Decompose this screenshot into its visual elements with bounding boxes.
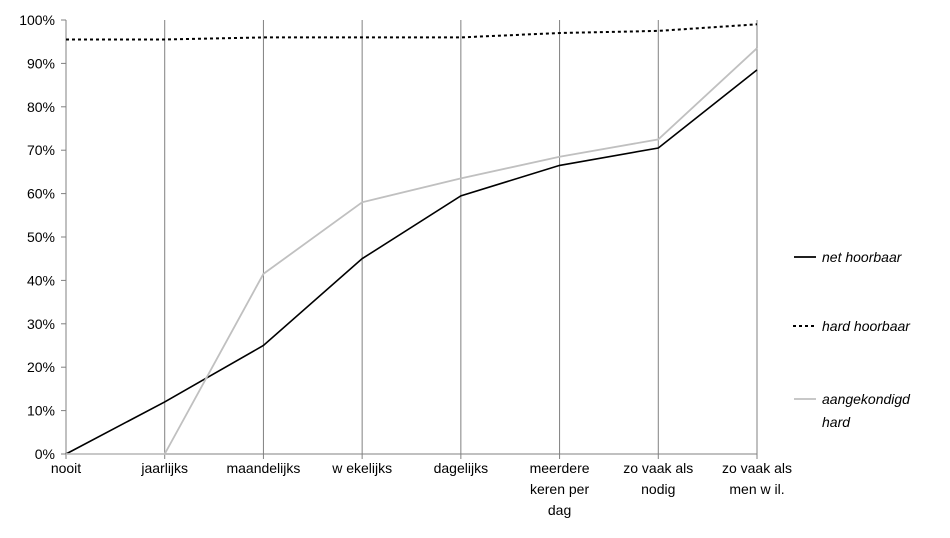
legend-label: net hoorbaar (822, 249, 903, 265)
series-line (66, 47, 758, 455)
y-tick-label: 40% (27, 272, 55, 288)
axes (61, 19, 758, 459)
y-tick-label: 50% (27, 229, 55, 245)
legend-label: hard hoorbaar (822, 318, 911, 334)
legend-label: aangekondigd hard (822, 391, 911, 430)
y-tick-label: 0% (35, 446, 55, 462)
y-tick-label: 20% (27, 359, 55, 375)
x-tick-label: maandelijks (226, 460, 300, 476)
y-tick-label: 80% (27, 99, 55, 115)
y-tick-label: 30% (27, 316, 55, 332)
x-tick-label: meerdere keren per dag (530, 460, 590, 518)
x-tick-label: dagelijks (434, 460, 488, 476)
tick-labels: 0% 10% 20% 30% 40% 50% 60% 70% 80% 90% 100% nooit ja… (19, 12, 792, 518)
legend: net hoorbaar hard hoorbaar aangekondigd har… (793, 249, 911, 430)
x-tick-label: zo vaak als nodig (623, 460, 693, 497)
series-lines (65, 23, 758, 455)
x-tick-label: zo vaak als men w il. (722, 460, 792, 497)
series-line (66, 23, 758, 41)
x-tick-label: nooit (51, 460, 81, 476)
y-tick-label: 10% (27, 403, 55, 419)
y-tick-label: 90% (27, 55, 55, 71)
y-tick-label: 60% (27, 186, 55, 202)
vertical-gridlines (164, 20, 758, 454)
x-tick-label: w ekelijks (331, 460, 392, 476)
x-tick-label: jaarlijks (140, 460, 188, 476)
y-tick-label: 70% (27, 142, 55, 158)
series-line (65, 69, 758, 455)
y-tick-label: 100% (19, 12, 55, 28)
